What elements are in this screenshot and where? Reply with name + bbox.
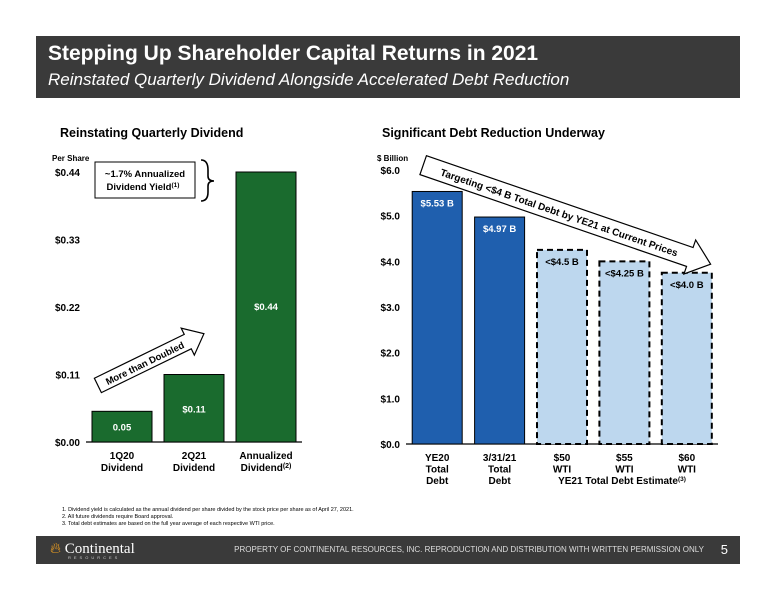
dividend-data-label: 0.05 — [113, 423, 132, 434]
arrow-shape — [419, 154, 712, 275]
debt-category-label: WTI — [615, 465, 634, 476]
dividend-category-label: 1Q20 — [110, 451, 135, 462]
right-y-tick-label: $4.0 — [381, 257, 401, 268]
left-y-axis-label: Per Share — [52, 154, 90, 163]
right-y-tick-label: $6.0 — [381, 166, 401, 177]
debt-data-label: $5.53 B — [421, 198, 454, 209]
right-chart-title: Significant Debt Reduction Underway — [382, 126, 605, 140]
left-y-tick-label: $0.11 — [56, 371, 81, 382]
debt-data-label: <$4.0 B — [670, 280, 704, 291]
debt-category-label: 3/31/21 — [483, 453, 517, 464]
dividend-data-label: $0.44 — [254, 302, 278, 313]
debt-category-label: $60 — [678, 453, 695, 464]
debt-category-label: Debt — [426, 476, 449, 487]
debt-data-label: $4.97 B — [483, 224, 516, 235]
debt-bar — [598, 260, 651, 446]
logo-text: Continental — [64, 541, 135, 557]
dividend-category-label: Dividend(2) — [241, 463, 292, 474]
footnote-2: 2. All future dividends require Board ap… — [62, 514, 174, 520]
yield-callout-line2: Dividend Yield(1) — [107, 182, 180, 193]
debt-category-label: $55 — [616, 453, 633, 464]
right-y-axis-label: $ Billion — [377, 154, 408, 163]
property-notice: PROPERTY OF CONTINENTAL RESOURCES, INC. … — [234, 545, 704, 554]
debt-bar — [411, 190, 463, 445]
yield-brace — [200, 159, 215, 202]
right-y-tick-label: $3.0 — [381, 303, 401, 314]
footnotes: 1. Dividend yield is calculated as the a… — [62, 507, 354, 528]
debt-category-label: WTI — [678, 465, 697, 476]
left-y-tick-label: $0.33 — [55, 236, 80, 247]
left-y-tick-label: $0.22 — [55, 303, 80, 314]
flame-icon: 🔥︎ — [50, 541, 62, 557]
right-y-tick-label: $1.0 — [381, 394, 401, 405]
slide-header: Stepping Up Shareholder Capital Returns … — [36, 36, 740, 98]
debt-category-label: Debt — [488, 476, 511, 487]
debt-category-label: WTI — [553, 465, 572, 476]
debt-data-label: <$4.5 B — [545, 257, 579, 268]
debt-data-label: <$4.25 B — [605, 268, 644, 279]
right-y-tick-label: $5.0 — [381, 212, 401, 223]
slide-title: Stepping Up Shareholder Capital Returns … — [48, 42, 539, 65]
debt-category-label: $50 — [554, 453, 571, 464]
arrow-shape — [93, 327, 205, 394]
debt-category-label: Total — [426, 465, 449, 476]
page-number: 5 — [720, 542, 728, 557]
debt-bar — [660, 271, 713, 445]
dividend-bar — [91, 410, 153, 443]
estimate-group-label: YE21 Total Debt Estimate(3) — [558, 476, 686, 487]
dividend-category-label: Dividend — [101, 463, 143, 474]
dividend-bar — [163, 374, 225, 443]
debt-bar — [536, 248, 588, 445]
company-logo: 🔥︎ Continental — [50, 540, 135, 558]
dividend-category-label: 2Q21 — [182, 451, 207, 462]
debt-bar — [474, 216, 526, 445]
dividend-category-label: Dividend — [173, 463, 215, 474]
yield-callout-line1: ~1.7% Annualized — [105, 169, 185, 180]
debt-category-label: YE20 — [425, 453, 450, 464]
footnote-3: 3. Total debt estimates are based on the… — [62, 521, 275, 527]
footnote-1: 1. Dividend yield is calculated as the a… — [62, 507, 354, 513]
left-y-tick-label: $0.44 — [55, 168, 80, 179]
right-y-tick-label: $0.0 — [381, 440, 401, 451]
dividend-data-label: $0.11 — [182, 404, 206, 415]
left-chart-title: Reinstating Quarterly Dividend — [60, 126, 243, 140]
slide-footer: 🔥︎ Continental RESOURCES PROPERTY OF CON… — [36, 536, 740, 564]
dividend-bar — [235, 171, 297, 443]
dividend-chart: $0.00$0.11$0.22$0.33$0.440.051Q20Dividen… — [55, 159, 302, 474]
debt-category-label: Total — [488, 465, 511, 476]
right-y-tick-label: $2.0 — [381, 349, 401, 360]
dividend-category-label: Annualized — [239, 451, 292, 462]
yield-callout-box — [94, 161, 196, 199]
logo-subtext: RESOURCES — [68, 555, 121, 560]
debt-chart: $0.0$1.0$2.0$3.0$4.0$5.0$6.0$5.53 BYE20T… — [381, 154, 718, 487]
slide-subtitle: Reinstated Quarterly Dividend Alongside … — [48, 70, 570, 89]
left-y-tick-label: $0.00 — [55, 438, 80, 449]
